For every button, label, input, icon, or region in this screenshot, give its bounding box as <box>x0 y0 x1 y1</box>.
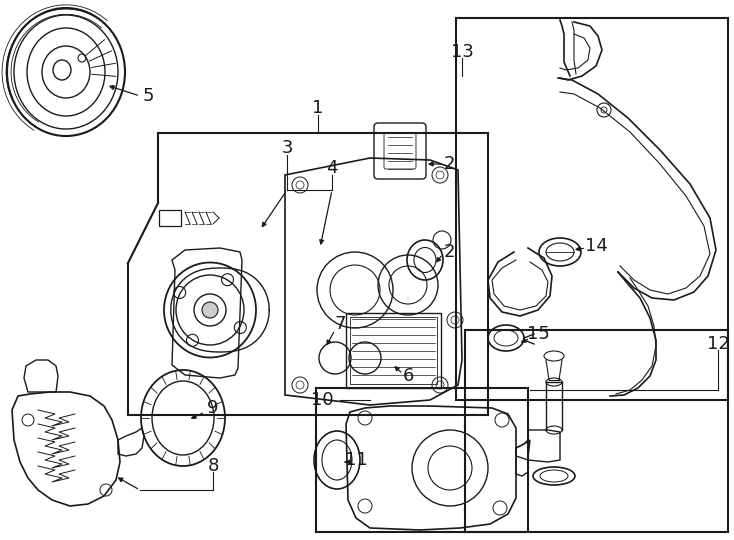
Text: 7: 7 <box>334 315 346 333</box>
Text: 2: 2 <box>443 243 455 261</box>
Text: 12: 12 <box>707 335 730 353</box>
Bar <box>346 313 440 388</box>
Text: 4: 4 <box>326 159 338 177</box>
Bar <box>159 210 181 226</box>
Text: 5: 5 <box>142 87 153 105</box>
Text: 9: 9 <box>207 399 219 417</box>
Text: 11: 11 <box>345 451 368 469</box>
Text: 10: 10 <box>310 391 333 409</box>
Text: 2: 2 <box>443 155 455 173</box>
Bar <box>349 316 437 383</box>
Text: 1: 1 <box>312 99 324 117</box>
Bar <box>316 388 528 532</box>
Text: 15: 15 <box>526 325 550 343</box>
Text: 14: 14 <box>584 237 608 255</box>
Text: 13: 13 <box>451 43 473 61</box>
Bar <box>456 18 728 400</box>
Text: 8: 8 <box>207 457 219 475</box>
Text: 6: 6 <box>402 367 414 385</box>
Text: 3: 3 <box>281 139 293 157</box>
Bar <box>465 330 728 532</box>
Circle shape <box>202 302 218 318</box>
